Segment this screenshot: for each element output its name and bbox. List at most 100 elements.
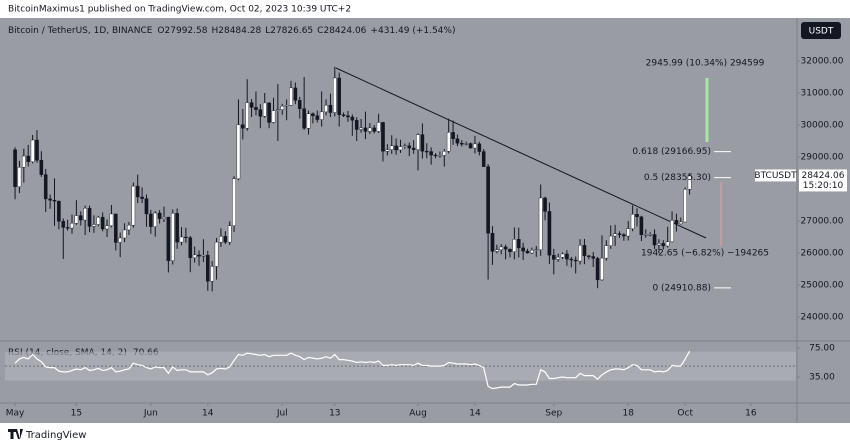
legend-o: O [157,26,164,36]
candle-body [582,245,587,257]
candle-body [192,254,197,258]
candle-body [381,122,385,152]
legend-l: L [265,26,270,36]
candle-body [578,245,582,262]
candle-body [394,145,398,151]
candle-body [271,110,276,123]
candle-body [205,255,210,282]
countdown-label: 15:20:10 [803,181,844,191]
candle-body [284,104,289,107]
currency-button[interactable] [801,22,841,39]
currency-label: USDT [809,27,834,37]
candle-body [595,258,600,281]
y-tick-label: 25000.00 [801,280,844,290]
candle-body [569,258,574,261]
candle-body [416,134,420,150]
candle-body [687,175,692,190]
candle-body [674,220,679,225]
candle-body [468,143,473,149]
candle-body [179,236,184,243]
candle-body [407,145,412,149]
legend-low: 27826.65 [270,26,313,36]
candle-body [341,114,346,116]
candle-body [262,102,267,117]
candle-body [267,102,271,123]
candle-body [241,124,245,129]
x-tick-label: Oct [677,409,693,419]
y-tick-label: 26000.00 [801,248,844,258]
candle-body [127,224,131,231]
candle-body [214,241,219,267]
x-tick-label: 14 [202,409,214,419]
candle-body [166,216,171,261]
candle-body [175,213,179,243]
candle-body [600,257,604,281]
candle-body [276,109,280,111]
candle-body [162,216,166,219]
candle-body [525,250,530,254]
candle-body [608,235,613,246]
candle-body [547,211,552,256]
price-box [799,169,847,192]
symbol-box [755,169,796,182]
legend-h: H [211,26,218,36]
candle-body [630,214,635,229]
candle-body [372,127,377,132]
candle-body [429,151,433,156]
candle-body [398,146,403,151]
candle-body [17,167,22,187]
header-text: BitcoinMaximus1 published on TradingView… [8,5,351,15]
x-tick-label: Jun [143,409,158,419]
candle-body [508,248,512,252]
candle-body [315,115,320,120]
candle-body [188,237,193,258]
candle-body [153,212,158,227]
legend-close: 28424.06 [323,26,366,36]
candle-body [635,214,639,218]
measure-up-label: 2945.99 (10.34%) 294599 [646,59,765,69]
legend-change: +431.49 (+1.54%) [370,26,455,36]
trendline [335,67,707,239]
candle-body [503,246,508,250]
candle-body [411,147,416,150]
candle-body [13,149,17,187]
candle-body [587,255,591,257]
candle-body [328,104,333,113]
candle-body [293,87,298,101]
candle-body [657,243,661,246]
candle-body [346,115,350,118]
candle-body [643,234,648,236]
candle-body [65,227,70,229]
symbol-label: BTCUSDT [754,171,797,181]
candle-body [455,138,460,144]
candle-body [184,236,188,238]
x-tick-label: Sep [545,409,562,419]
candle-body [354,120,359,130]
candle-body [337,77,341,115]
candle-body [43,174,48,200]
candle-body [683,189,687,223]
candle-body [389,145,394,150]
candle-body [473,143,477,149]
candle-body [210,266,214,282]
y-tick-label: 24000.00 [801,312,844,322]
candle-body [201,255,206,257]
candle-body [556,256,560,260]
candle-body [534,249,539,251]
candle-body [223,236,228,243]
measure-down-label: 1942.65 (−6.82%) −194265 [641,249,769,259]
y-tick-label: 29000.00 [801,153,844,163]
header-bg [0,0,850,18]
candle-body [48,198,52,201]
candle-body [232,178,236,226]
candle-body [451,132,455,139]
candle-body [438,155,442,157]
candle-body [297,100,302,109]
candle-body [538,197,543,250]
candle-body [236,124,241,179]
y-tick-label: 30000.00 [801,121,844,131]
candle-body [477,143,482,152]
candle-body [446,132,451,152]
candle-body [105,225,109,230]
